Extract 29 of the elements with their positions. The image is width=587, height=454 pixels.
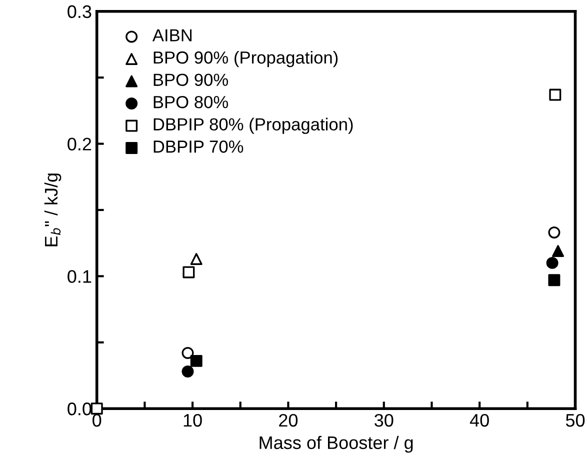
point	[182, 266, 195, 278]
point	[90, 402, 103, 415]
point	[552, 245, 564, 258]
point	[190, 252, 202, 265]
point	[549, 88, 562, 101]
x-tick-label: 40	[470, 414, 489, 427]
point	[190, 354, 202, 367]
y-tick-label: 0.0	[68, 402, 92, 416]
y-tick-label: 0.3	[68, 5, 92, 18]
y-axis-title: E$_{b}$" / kJ/g	[44, 174, 62, 246]
x-tick-label: 20	[279, 414, 298, 427]
legend-label: BPO 90% (Propagation)	[154, 50, 338, 68]
x-tick-label: 50	[566, 414, 585, 427]
y-tick-label: 0.1	[68, 270, 92, 283]
x-tick-label: 30	[374, 414, 394, 427]
legend-label: BPO 80%	[154, 96, 228, 108]
legend-label: DBPIP 80% (Propagation)	[154, 118, 353, 134]
point	[548, 274, 560, 286]
legend-label: BPO 90%	[154, 74, 228, 86]
x-axis-title: Mass of Booster / g	[260, 436, 413, 453]
point	[548, 226, 560, 238]
point	[182, 347, 194, 359]
y-tick-label: 0.2	[68, 138, 92, 150]
legend-label: AIBN	[152, 29, 192, 42]
point	[546, 256, 558, 269]
point	[182, 366, 194, 378]
legend-label: DBPIP 70%	[154, 140, 244, 153]
x-tick-label: 0	[92, 414, 102, 427]
x-tick-label: 10	[184, 414, 202, 427]
